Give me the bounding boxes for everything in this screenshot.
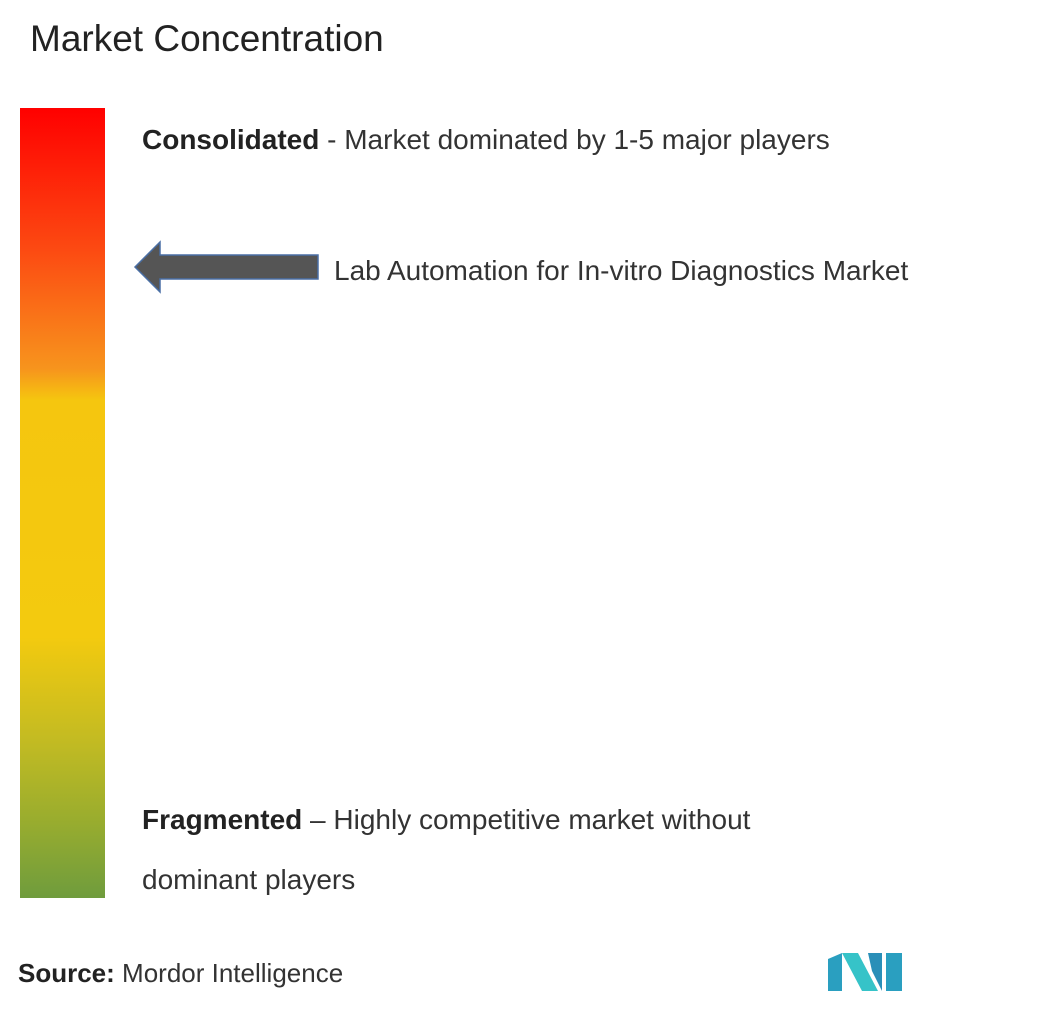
fragmented: Fragmented – Highly competitive market w… bbox=[142, 790, 862, 910]
concentration-scale bbox=[20, 108, 105, 898]
fragmented-label: Fragmented bbox=[142, 804, 303, 835]
logo-part bbox=[828, 953, 842, 991]
consolidated-description: - Market dominated by 1-5 major players bbox=[327, 124, 830, 155]
source: Source: Mordor Intelligence bbox=[18, 958, 343, 989]
fragmented-description: – Highly competitive market without domi… bbox=[142, 804, 751, 895]
marker-label: Lab Automation for In-vitro Diagnostics … bbox=[334, 255, 909, 286]
logo-part bbox=[842, 953, 878, 991]
logo bbox=[828, 953, 902, 991]
marker-arrow bbox=[133, 240, 319, 294]
consolidated: Consolidated - Market dominated by 1-5 m… bbox=[142, 124, 830, 156]
source-label: Source: bbox=[18, 958, 115, 988]
logo-part bbox=[868, 953, 882, 991]
consolidated-label: Consolidated bbox=[142, 124, 320, 155]
logo-part bbox=[886, 953, 902, 991]
source-name: Mordor Intelligence bbox=[122, 958, 344, 988]
title: Market Concentration bbox=[30, 18, 384, 59]
arrow-shape bbox=[133, 240, 319, 294]
